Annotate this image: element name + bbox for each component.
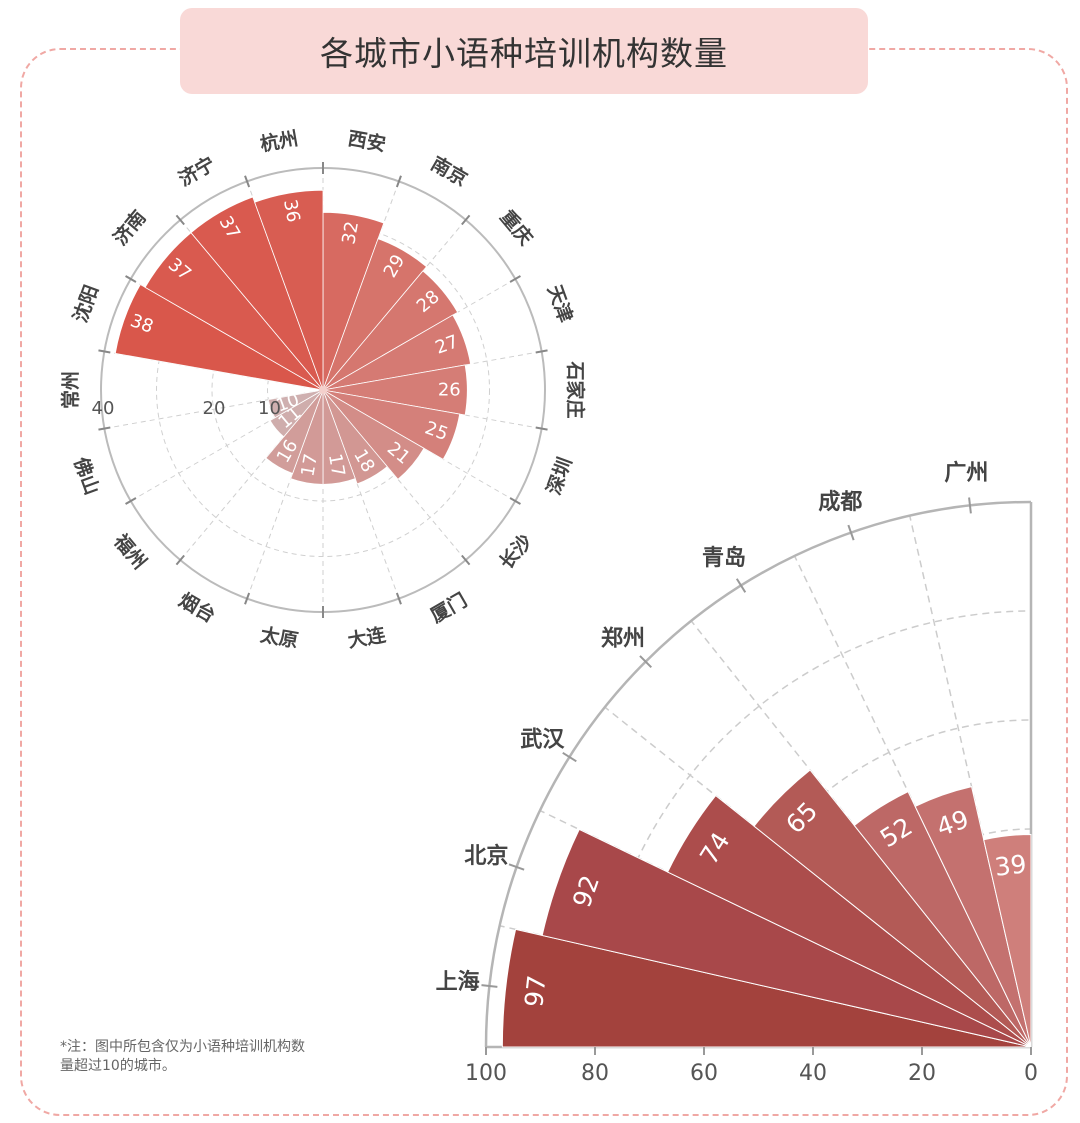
page-title: 各城市小语种培训机构数量 (320, 34, 728, 73)
ring-tick (461, 214, 471, 226)
bar-深圳 (322, 389, 461, 460)
footnote: *注：图中所包含仅为小语种培训机构数量超过10的城市。 (60, 1039, 305, 1074)
axis-tick-label: 100 (465, 1061, 507, 1086)
ring-tick (98, 426, 111, 431)
category-label: 重庆 (495, 206, 537, 250)
ring-tick (535, 349, 548, 354)
ring-tick (535, 426, 548, 431)
bar-福州 (269, 389, 324, 438)
category-label: 郑州 (601, 626, 645, 651)
bar-广州 (983, 833, 1032, 1048)
category-label: 济南 (109, 206, 151, 250)
radial-tick: 40 (92, 398, 115, 419)
bar-南京 (322, 238, 428, 391)
category-label: 青岛 (702, 545, 746, 571)
category-label: 上海 (436, 969, 480, 995)
ring-tick (244, 175, 251, 188)
ring-tick (461, 554, 471, 566)
category-label: 济宁 (175, 152, 219, 191)
title-banner: 各城市小语种培训机构数量 (180, 8, 868, 94)
ring-tick (98, 349, 111, 354)
bar-成都 (914, 786, 1032, 1048)
bar-上海 (501, 928, 1032, 1048)
category-label: 烟台 (175, 588, 219, 627)
arc-tick (481, 984, 498, 988)
bar-佛山 (267, 389, 324, 419)
category-label: 太原 (259, 623, 300, 652)
arc-tick (968, 497, 972, 514)
ring-tick (244, 592, 251, 605)
value-label: 17 (324, 452, 349, 478)
bar-郑州 (753, 769, 1032, 1048)
arc-tick (847, 524, 855, 541)
ring-tick (125, 275, 137, 283)
category-label: 厦门 (427, 588, 471, 627)
ring-tick (509, 275, 521, 283)
ring-tick (175, 554, 185, 566)
value-label: 26 (438, 380, 461, 401)
category-label: 南京 (427, 152, 471, 191)
radial-tick: 10 (258, 398, 281, 419)
value-label: 17 (297, 452, 322, 478)
value-label: 39 (993, 849, 1028, 881)
arc-tick (508, 863, 525, 871)
ring-tick (395, 175, 402, 188)
arc-tick (735, 578, 747, 593)
bar-杭州 (254, 189, 324, 391)
category-label: 佛山 (69, 453, 104, 498)
ring-tick (509, 497, 521, 505)
bar-天津 (322, 314, 472, 391)
bar-烟台 (265, 389, 324, 474)
ring-tick (395, 592, 402, 605)
bar-重庆 (322, 270, 459, 391)
axis-tick-label: 60 (690, 1061, 718, 1086)
category-label: 福州 (109, 529, 152, 574)
bar-长沙 (322, 389, 425, 480)
arc-tick (562, 751, 577, 763)
bar-沈阳 (114, 284, 324, 391)
center-dot (319, 386, 327, 394)
bar-济宁 (190, 196, 324, 391)
category-label: 天津 (543, 282, 578, 326)
category-label: 武汉 (520, 728, 565, 753)
arc-tick (639, 655, 652, 668)
category-label: 西安 (346, 127, 387, 156)
category-label: 石家庄 (564, 360, 587, 418)
ring-tick (175, 214, 185, 226)
ring-tick (125, 497, 137, 505)
value-label: 36 (279, 198, 304, 224)
bar-武汉 (666, 794, 1032, 1048)
category-label: 常州 (59, 371, 82, 409)
axis-tick-label: 80 (581, 1061, 609, 1086)
axis-tick-label: 0 (1024, 1061, 1038, 1086)
value-label: 32 (338, 220, 363, 246)
category-label: 长沙 (495, 530, 536, 573)
axis-tick-label: 40 (799, 1061, 827, 1086)
category-label: 大连 (346, 623, 388, 652)
category-label: 北京 (464, 843, 508, 869)
category-label: 深圳 (542, 454, 577, 498)
bar-厦门 (322, 389, 388, 485)
value-label: 97 (519, 974, 551, 1009)
bar-北京 (541, 828, 1032, 1048)
radial-tick: 20 (203, 398, 226, 419)
bar-太原 (290, 389, 324, 485)
category-label: 沈阳 (68, 282, 103, 326)
bar-石家庄 (322, 364, 468, 416)
axis-tick-label: 20 (908, 1061, 936, 1086)
category-label: 广州 (944, 460, 988, 486)
bar-青岛 (853, 790, 1032, 1048)
category-label: 成都 (818, 490, 862, 515)
category-label: 杭州 (258, 127, 299, 156)
